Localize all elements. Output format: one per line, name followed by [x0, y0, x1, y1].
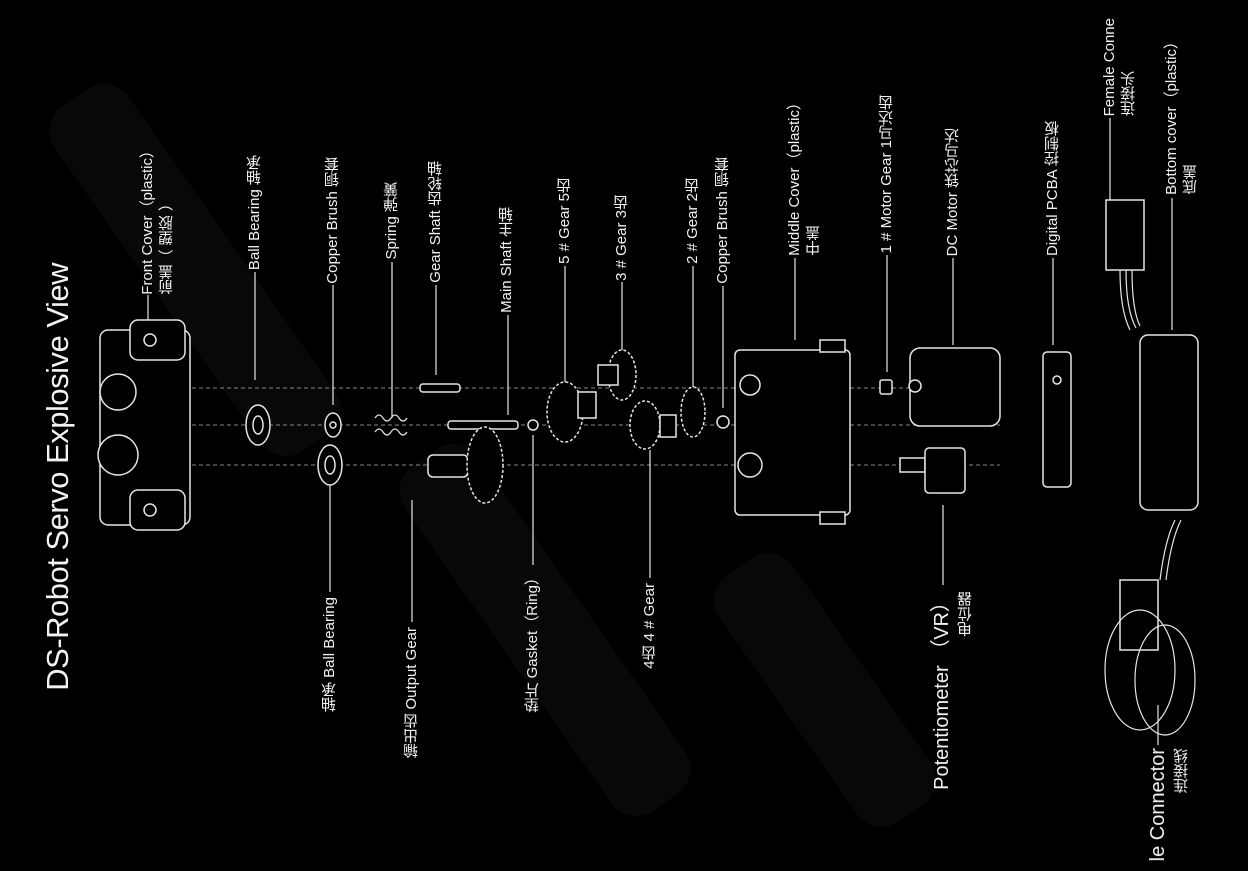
middle-cover-part [734, 339, 851, 525]
gear-2-part [680, 386, 706, 438]
dc-motor-part [908, 347, 1001, 427]
label-gear-4: 4齿 4 # Gear [641, 583, 658, 669]
label-copper-brush: Copper Brush 铜套 [324, 157, 341, 284]
gear-4-part [629, 400, 677, 450]
label-gear-3: 3 # Gear 3齿 [613, 195, 630, 281]
digital-pcba-part [1042, 351, 1072, 488]
connector-cable-part [1104, 519, 1196, 736]
copper-brush-2-part [716, 415, 730, 429]
gear-shaft-part [419, 383, 461, 393]
label-gear-5: 5 # Gear 5齿 [556, 178, 573, 264]
label-ball-bearing-lower: 轴承 Ball Bearing [321, 597, 338, 713]
spring-part [374, 414, 408, 436]
potentiometer-part [899, 447, 966, 494]
gear-5-part [546, 381, 597, 443]
label-gasket: 垫片 Gasket（Ring） [524, 570, 541, 713]
leader-lines-bottom [329, 435, 1159, 745]
label-front-cover: Front Cover（plastic） 前盖（ 塑胶 ） [139, 143, 175, 295]
label-main-shaft: Main Shaft 主轴 [498, 207, 515, 313]
copper-brush-part [324, 412, 342, 438]
gasket-part [527, 419, 539, 431]
label-gear-shaft: Gear Shaft 齿轮轴 [427, 161, 444, 283]
label-digital-pcba: Digital PCBA 控制板 [1044, 120, 1061, 256]
label-gear-2: 2 # Gear 2齿 [684, 178, 701, 264]
label-copper-brush-2: Copper Brush 铜套 [714, 157, 731, 284]
label-dc-motor: DC Motor 铁芯马达 [944, 127, 961, 256]
gear-3-part [597, 349, 637, 401]
label-connector-cable: le Connector 连接线 [1147, 748, 1190, 862]
leader-lines-top [147, 118, 1173, 418]
label-output-gear: 输出齿 Output Gear [403, 627, 420, 759]
label-bottom-cover: Bottom cover（plastic） 底盖 [1163, 34, 1199, 195]
label-ball-bearing: Ball Bearing 轴承 [246, 154, 263, 270]
output-gear-part [427, 426, 504, 504]
label-spring: Spring 弹簧 [383, 182, 400, 260]
ball-bearing-lower-part [317, 444, 343, 486]
female-connector-part [1105, 199, 1145, 331]
ball-bearing-part [245, 404, 271, 446]
label-potentiometer: Potentiometer （VR） 电位器 [931, 592, 974, 790]
watermark-logo [49, 83, 937, 827]
label-female-connector: Female Conne 连接头 [1101, 17, 1137, 116]
label-middle-cover: Middle Cover（plastic） 中盖 [786, 95, 822, 256]
page-title: DS-Robot Servo Explosive View [40, 263, 75, 691]
motor-gear-part [879, 379, 893, 395]
label-motor-gear: 1 # Motor Gear 1马达齿 [878, 94, 895, 253]
front-cover-part [97, 319, 191, 531]
bottom-cover-part [1139, 334, 1199, 511]
